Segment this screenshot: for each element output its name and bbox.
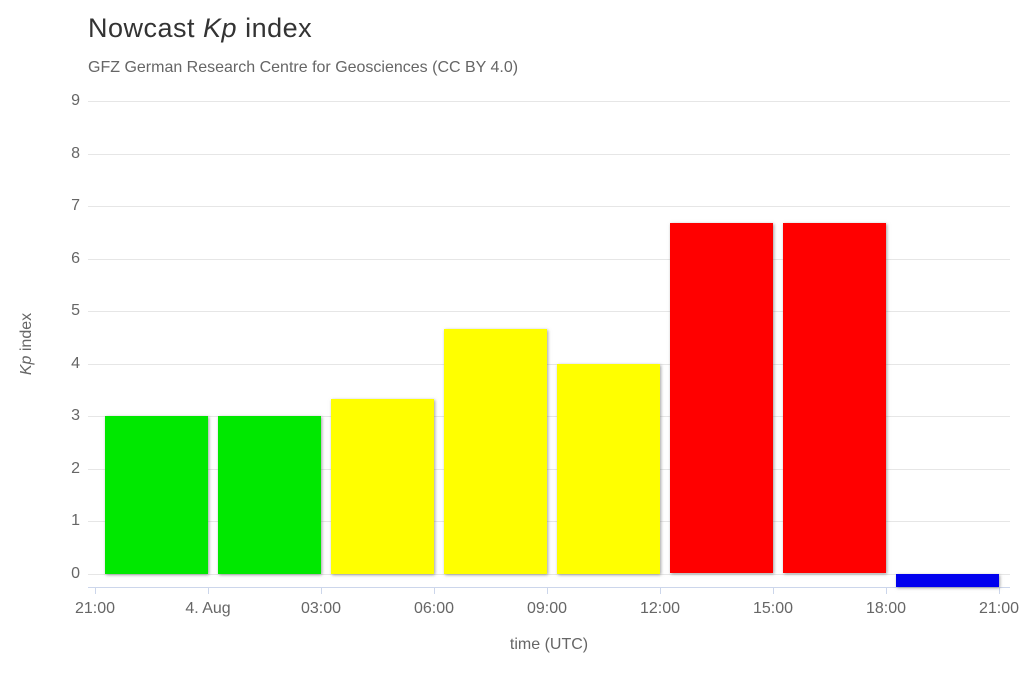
y-gridline (88, 311, 1010, 312)
chart-title-kp-italic: Kp (203, 13, 238, 43)
y-gridline (88, 259, 1010, 260)
kp-bar[interactable] (218, 416, 321, 574)
x-tick-label: 06:00 (413, 600, 455, 617)
x-tick-label: 15:00 (752, 600, 794, 617)
x-tick-mark (547, 588, 548, 594)
y-gridline (88, 101, 1010, 102)
y-tick-label: 0 (71, 565, 80, 582)
chart-title: Nowcast Kp index (88, 13, 312, 44)
x-tick-mark (660, 588, 661, 594)
kp-bar[interactable] (444, 329, 547, 574)
x-axis-line (88, 587, 1010, 588)
y-gridline (88, 521, 1010, 522)
x-tick-mark (95, 588, 96, 594)
y-tick-label: 4 (71, 355, 80, 372)
x-tick-mark (321, 588, 322, 594)
y-gridline (88, 416, 1010, 417)
y-tick-label: 6 (71, 250, 80, 267)
x-tick-label: 12:00 (639, 600, 681, 617)
chart-title-prefix: Nowcast (88, 13, 204, 43)
y-tick-label: 8 (71, 145, 80, 162)
y-tick-label: 7 (71, 197, 80, 214)
x-tick-mark (434, 588, 435, 594)
x-tick-mark (999, 588, 1000, 594)
y-tick-label: 5 (71, 302, 80, 319)
kp-bar[interactable] (896, 574, 999, 587)
x-tick-mark (208, 588, 209, 594)
y-gridline (88, 206, 1010, 207)
chart-title-suffix: index (237, 13, 313, 43)
kp-bar[interactable] (557, 364, 660, 574)
y-tick-label: 2 (71, 460, 80, 477)
x-tick-mark (886, 588, 887, 594)
y-gridline (88, 574, 1010, 575)
x-tick-label: 4. Aug (185, 600, 231, 617)
x-tick-label: 21:00 (978, 600, 1020, 617)
x-tick-label: 18:00 (865, 600, 907, 617)
y-tick-label: 9 (71, 92, 80, 109)
x-tick-label: 03:00 (300, 600, 342, 617)
x-tick-label: 09:00 (526, 600, 568, 617)
kp-bar[interactable] (331, 399, 434, 574)
chart-subtitle: GFZ German Research Centre for Geoscienc… (88, 59, 519, 76)
y-gridline (88, 364, 1010, 365)
x-tick-label: 21:00 (74, 600, 116, 617)
y-tick-label: 1 (71, 512, 80, 529)
x-axis-title: time (UTC) (509, 636, 589, 653)
kp-bar[interactable] (105, 416, 208, 574)
kp-bar[interactable] (670, 223, 773, 573)
y-gridline (88, 469, 1010, 470)
x-tick-mark (773, 588, 774, 594)
y-tick-label: 3 (71, 407, 80, 424)
y-gridline (88, 154, 1010, 155)
kp-bar[interactable] (783, 223, 886, 573)
